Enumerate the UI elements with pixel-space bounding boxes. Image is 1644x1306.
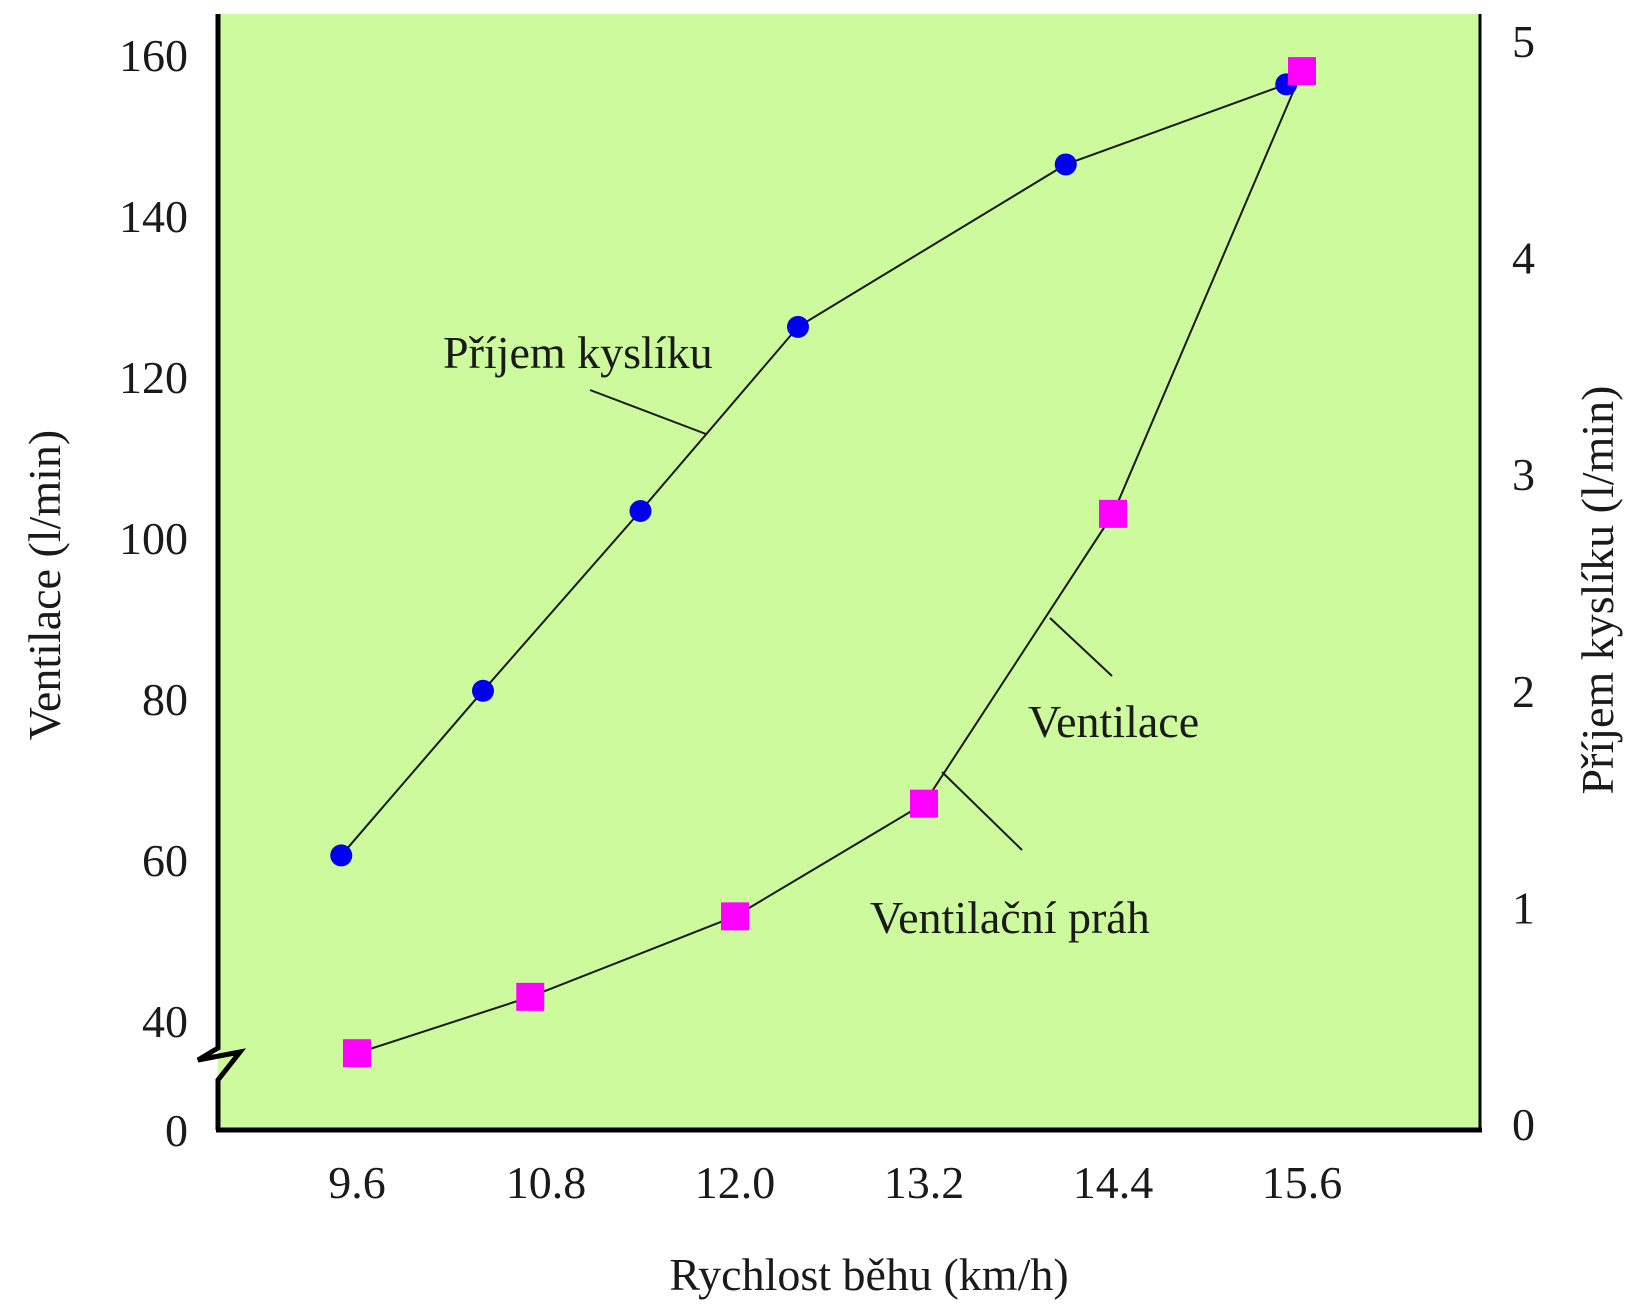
ventilation-point-3 bbox=[910, 789, 938, 818]
leader-ventilation bbox=[1049, 617, 1113, 677]
y-left-tick-label: 0 bbox=[165, 1105, 188, 1156]
y-left-tick-label: 120 bbox=[119, 352, 188, 403]
y-right-tick-label: 0 bbox=[1512, 1099, 1535, 1150]
ventilation-point-0 bbox=[343, 1039, 371, 1068]
y-right-tick-label: 3 bbox=[1512, 449, 1535, 500]
series-markers bbox=[330, 57, 1316, 1068]
x-tick-label: 14.4 bbox=[1073, 1157, 1154, 1208]
oxygen-point-0 bbox=[330, 844, 353, 867]
left-axis-line bbox=[196, 14, 247, 1130]
y-left-tick-label: 80 bbox=[142, 674, 188, 725]
y-left-tick-label: 140 bbox=[119, 191, 188, 242]
y-right-tick-label: 2 bbox=[1512, 666, 1535, 717]
y-left-tick-label: 40 bbox=[142, 996, 188, 1047]
leader-oxygen bbox=[589, 389, 707, 435]
ventilation-point-2 bbox=[721, 902, 749, 931]
y-right-tick-label: 4 bbox=[1512, 233, 1535, 284]
leader-threshold bbox=[941, 771, 1023, 851]
x-axis-title: Rychlost běhu (km/h) bbox=[669, 1249, 1068, 1300]
x-tick-label: 9.6 bbox=[328, 1157, 386, 1208]
annotation-label-oxygen: Příjem kyslíku bbox=[443, 327, 713, 378]
y-left-tick-label: 100 bbox=[119, 513, 188, 564]
series-lines bbox=[340, 70, 1303, 1055]
axes-frame bbox=[196, 14, 1482, 1133]
y-right-tick-label: 5 bbox=[1512, 16, 1535, 67]
tick-labels: 9.6 10.8 12.0 13.2 14.4 15.604060801001201401… bbox=[119, 16, 1535, 1208]
x-tick-label: 10.8 bbox=[506, 1157, 587, 1208]
x-tick-label: 12.0 bbox=[695, 1157, 776, 1208]
annotation-label-threshold: Ventilační práh bbox=[870, 892, 1150, 943]
oxygen-point-4 bbox=[1054, 153, 1077, 176]
oxygen-point-2 bbox=[629, 500, 652, 523]
series-line-oxygen bbox=[340, 83, 1287, 857]
oxygen-point-1 bbox=[472, 679, 494, 702]
x-tick-label: 13.2 bbox=[884, 1157, 965, 1208]
y-right-tick-label: 1 bbox=[1512, 882, 1535, 933]
annotation-leaders bbox=[589, 389, 1113, 851]
series-line-ventilation bbox=[356, 70, 1303, 1055]
x-tick-label: 15.6 bbox=[1262, 1157, 1343, 1208]
ventilation-point-5 bbox=[1288, 57, 1316, 86]
y-left-tick-label: 60 bbox=[142, 835, 188, 886]
ventilation-point-1 bbox=[516, 982, 545, 1011]
y-left-tick-label: 160 bbox=[119, 30, 188, 81]
y-axis-left-title: Ventilace (l/min) bbox=[19, 430, 70, 740]
plot-area bbox=[218, 14, 1480, 1130]
ventilation-point-4 bbox=[1099, 499, 1127, 528]
y-axis-right-title: Příjem kyslíku (l/min) bbox=[1572, 386, 1623, 795]
annotation-label-ventilation: Ventilace bbox=[1028, 696, 1199, 747]
oxygen-point-3 bbox=[787, 315, 809, 338]
